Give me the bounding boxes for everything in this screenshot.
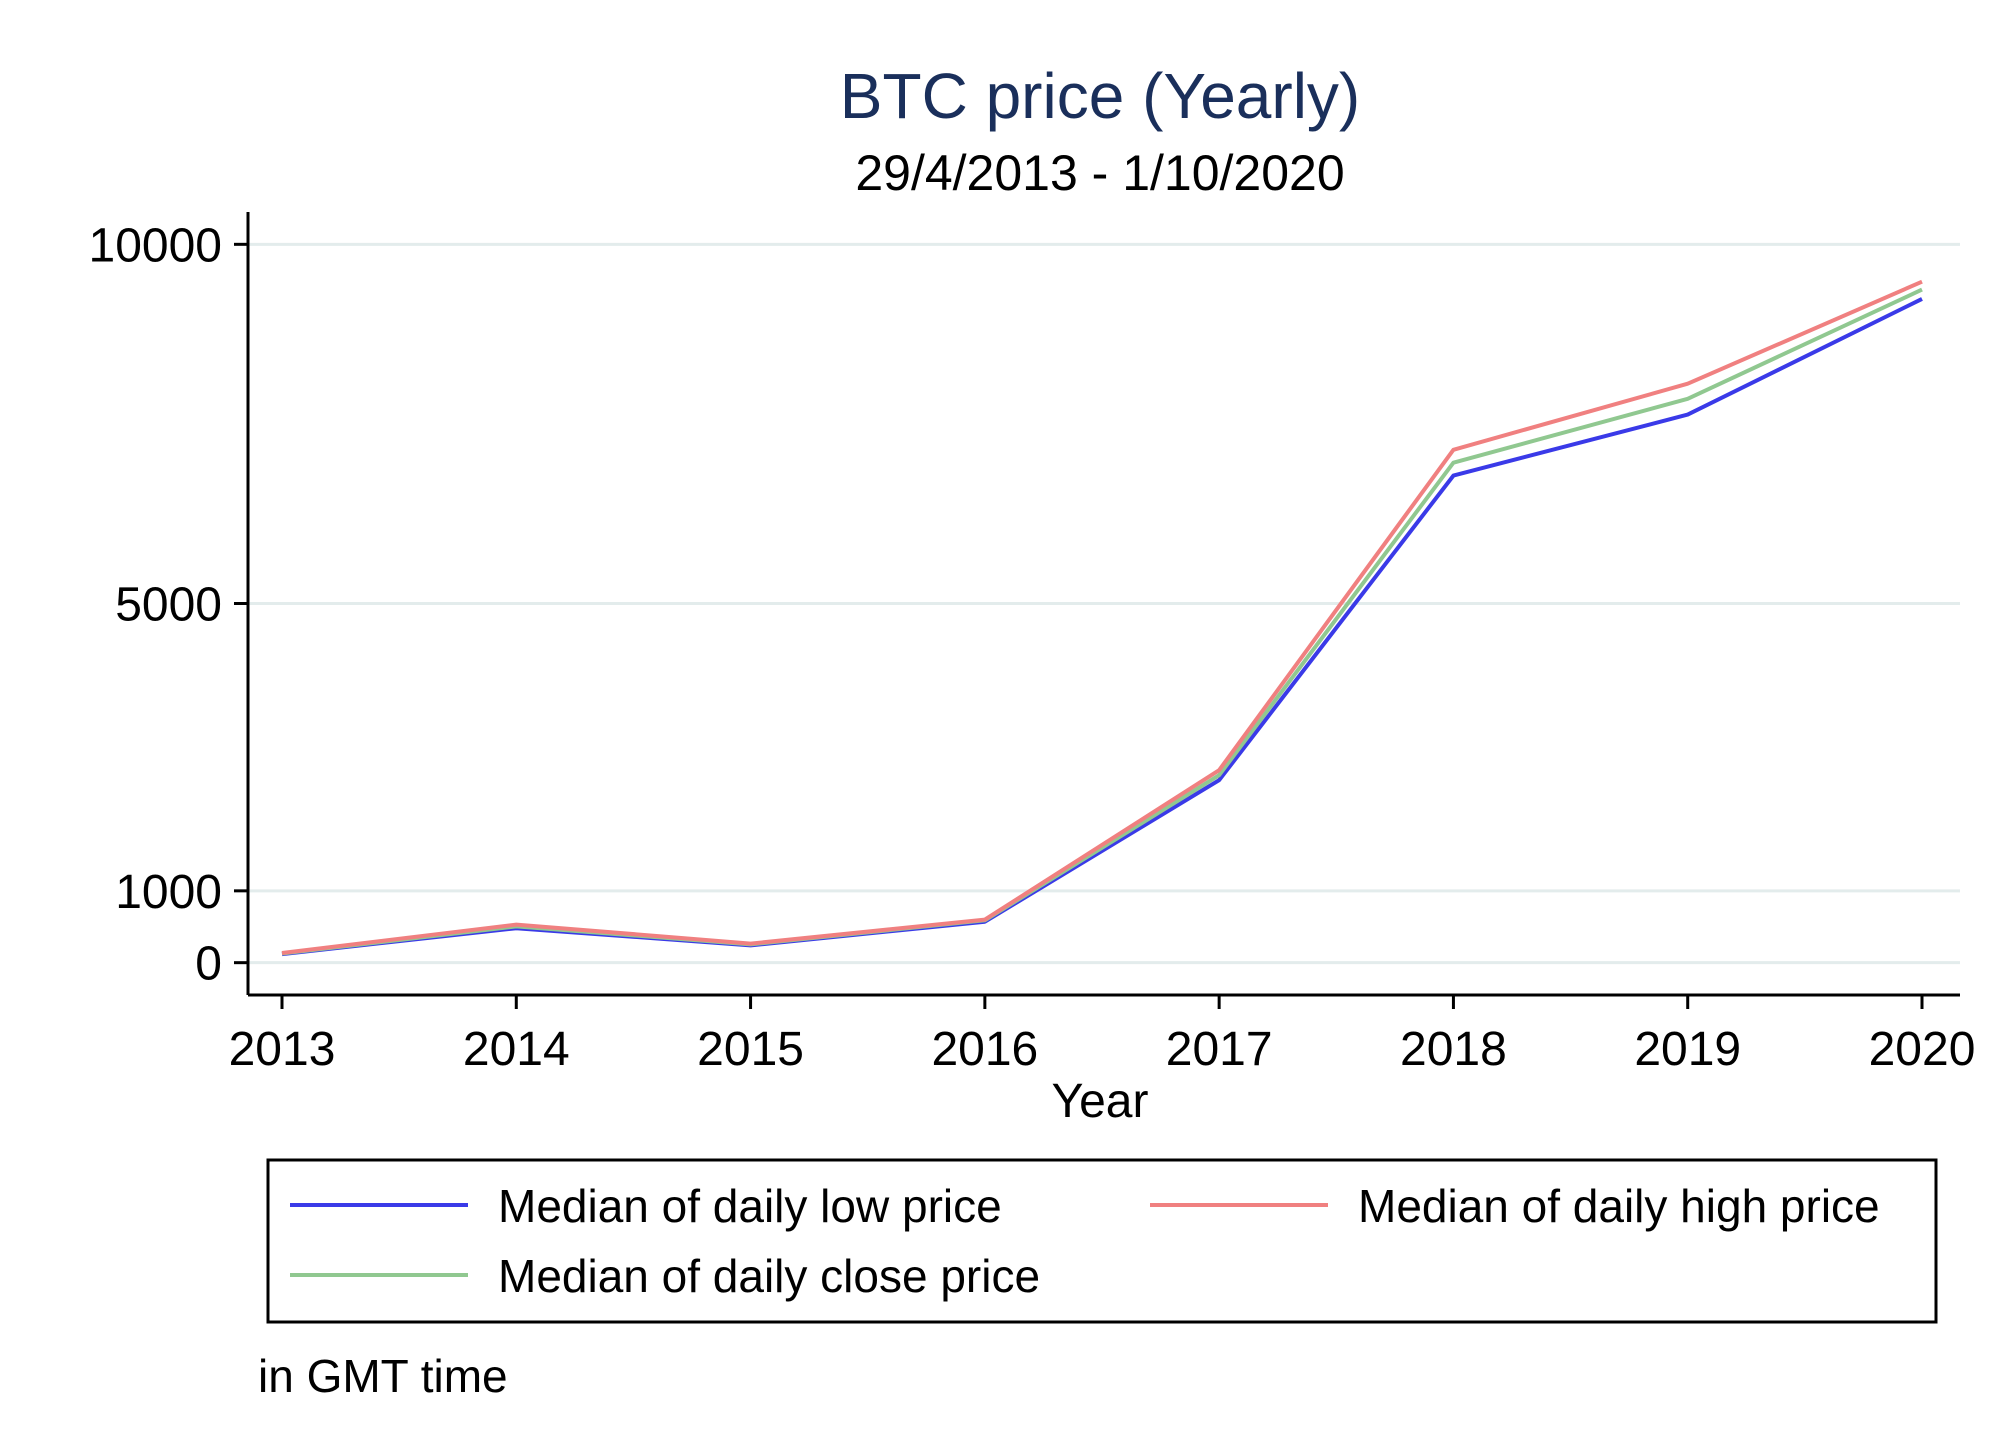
plot-lines [281,279,1923,957]
y-tick-label: 10000 [89,219,222,272]
legend-box [266,1158,1938,1324]
x-tick-label: 2013 [229,1023,336,1076]
x-tick-label: 2018 [1400,1023,1507,1076]
legend-label-high: Median of daily high price [1358,1180,1880,1232]
x-tick-label: 2020 [1869,1023,1976,1076]
x-axis-title: Year [1052,1075,1149,1128]
x-tick-label: 2019 [1634,1023,1741,1076]
gridlines [248,242,1960,965]
legend-label-low: Median of daily low price [498,1180,1002,1232]
x-tick-label: 2014 [463,1023,570,1076]
legend: Median of daily low price Median of dail… [266,1158,1938,1324]
x-tick-label: 2015 [697,1023,804,1076]
y-tick-label: 0 [195,938,222,991]
footnote: in GMT time [258,1350,508,1402]
x-tick-label: 2017 [1166,1023,1273,1076]
legend-label-close: Median of daily close price [498,1250,1040,1302]
axes: 0 1000 5000 10000 2013 2014 2015 2016 2017 2018 20… [89,212,1976,1076]
series-line-high [281,279,1923,955]
chart-subtitle: 29/4/2013 - 1/10/2020 [855,145,1344,201]
y-tick-label: 1000 [115,866,222,919]
x-tick-label: 2016 [931,1023,1038,1076]
chart-title: BTC price (Yearly) [840,60,1360,132]
y-tick-label: 5000 [115,579,222,632]
